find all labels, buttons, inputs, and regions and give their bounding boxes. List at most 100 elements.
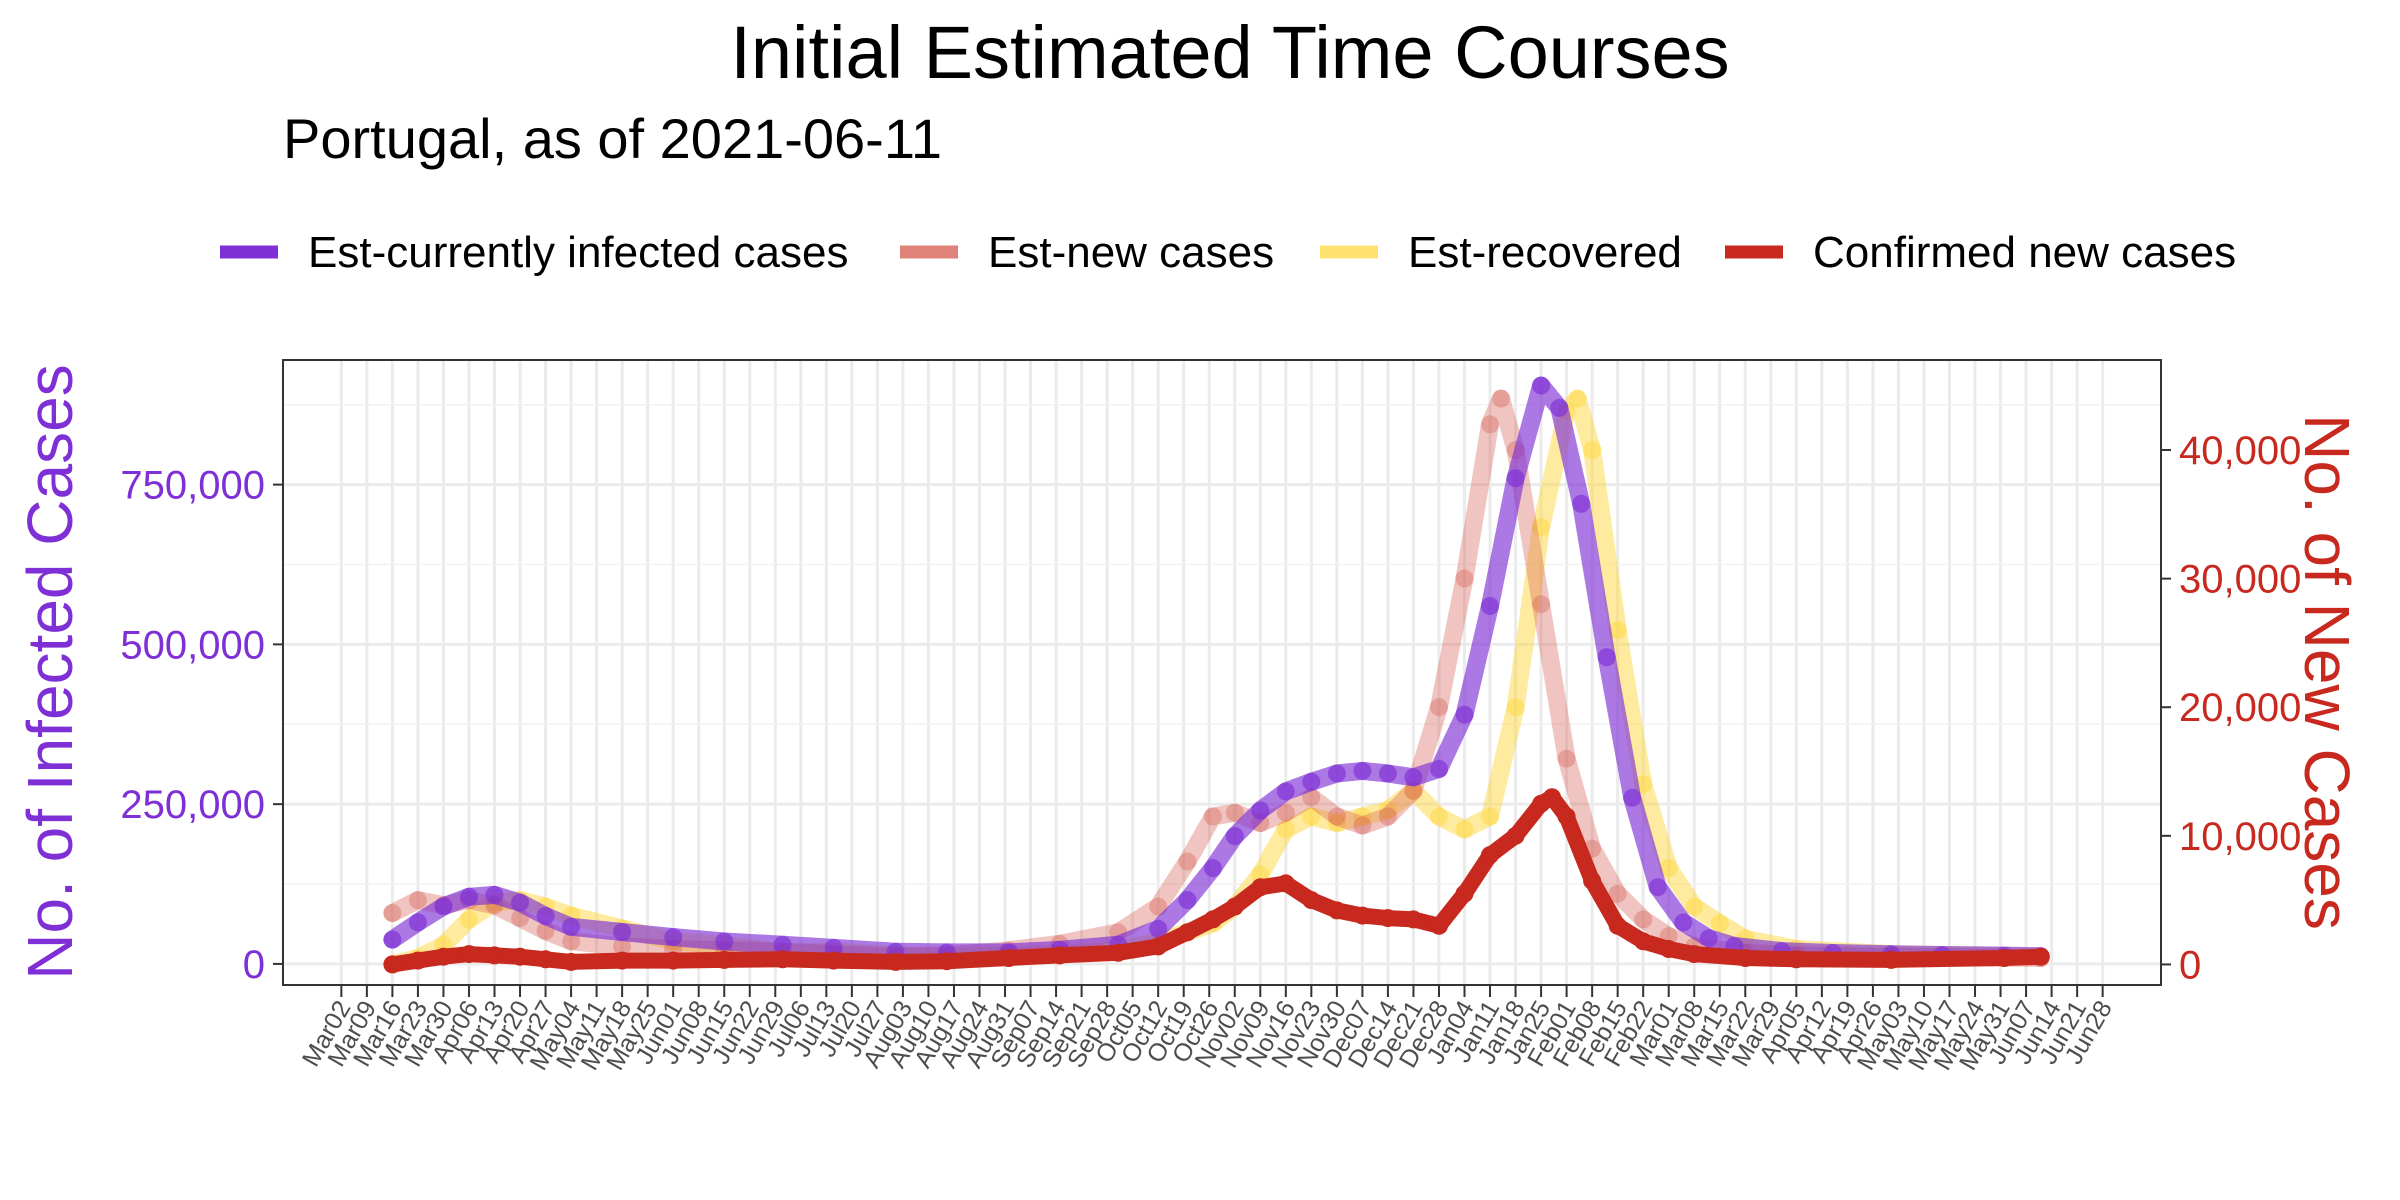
data-point xyxy=(1178,923,1197,942)
data-point xyxy=(1378,801,1397,820)
right-tick-label: 10,000 xyxy=(2179,815,2301,859)
data-point xyxy=(1608,884,1627,903)
data-point xyxy=(1302,772,1321,791)
data-point xyxy=(1149,897,1168,916)
legend: Est-currently infected cases Est-new case… xyxy=(220,228,2236,277)
data-point xyxy=(1506,826,1525,845)
series-layer xyxy=(383,376,2050,974)
data-point xyxy=(1404,781,1423,800)
data-point xyxy=(1430,760,1448,778)
data-point xyxy=(1149,919,1168,938)
series-line xyxy=(384,789,2049,973)
data-point xyxy=(1568,389,1587,408)
data-point xyxy=(383,955,402,974)
data-point xyxy=(1149,937,1168,956)
data-point xyxy=(1050,946,1069,965)
data-point xyxy=(1353,816,1372,835)
data-point xyxy=(1557,807,1576,826)
right-tick-label: 20,000 xyxy=(2179,686,2301,730)
data-point xyxy=(1685,945,1704,964)
data-point xyxy=(1455,705,1474,724)
data-point xyxy=(1608,916,1627,935)
data-point xyxy=(1251,801,1270,820)
data-point xyxy=(1634,910,1653,929)
data-point xyxy=(485,885,504,904)
data-point xyxy=(460,887,478,906)
data-point xyxy=(937,952,956,971)
data-point xyxy=(1659,940,1678,958)
data-point xyxy=(715,950,734,969)
legend-label: Est-new cases xyxy=(988,228,1274,277)
data-point xyxy=(824,938,843,957)
data-point xyxy=(2031,947,2050,966)
data-point xyxy=(1481,415,1499,434)
data-point xyxy=(1557,749,1576,768)
left-axis-title: No. of Infected Cases xyxy=(14,364,86,979)
legend-item: Est-currently infected cases xyxy=(220,228,848,277)
data-point xyxy=(1109,943,1128,962)
data-point xyxy=(1455,569,1474,588)
data-point xyxy=(1506,698,1525,717)
data-point xyxy=(1203,859,1222,878)
right-axis: 0 10,000 20,000 30,000 40,000 xyxy=(2161,429,2301,987)
data-point xyxy=(1327,814,1346,832)
data-point xyxy=(1353,807,1372,826)
data-point xyxy=(511,893,529,912)
data-point xyxy=(1251,878,1270,897)
data-point xyxy=(1455,820,1474,839)
series-est-currently-infected-cases xyxy=(383,376,2050,966)
data-point xyxy=(1492,389,1510,408)
data-point xyxy=(1203,910,1222,929)
data-point xyxy=(664,928,683,947)
left-tick-label: 750,000 xyxy=(120,464,265,508)
data-point xyxy=(1327,901,1346,920)
data-point xyxy=(1430,807,1448,826)
data-point xyxy=(1648,878,1667,897)
legend-item: Est-recovered xyxy=(1320,228,1682,277)
data-point xyxy=(1327,764,1346,783)
data-point xyxy=(434,947,453,966)
data-point xyxy=(1455,884,1474,903)
data-point xyxy=(1532,376,1551,395)
data-point xyxy=(1276,820,1295,839)
data-point xyxy=(1506,469,1525,488)
data-point xyxy=(1353,906,1372,925)
data-point xyxy=(1608,621,1627,640)
legend-item: Est-new cases xyxy=(900,228,1274,277)
data-point xyxy=(460,910,478,929)
data-point xyxy=(1276,782,1295,801)
data-point xyxy=(1225,803,1244,822)
data-point xyxy=(613,951,632,970)
data-point xyxy=(1225,897,1244,916)
data-point xyxy=(1634,932,1653,951)
right-tick-label: 40,000 xyxy=(2179,429,2301,473)
data-point xyxy=(1674,913,1693,932)
data-point xyxy=(1404,781,1423,800)
legend-label: Est-recovered xyxy=(1408,228,1682,277)
data-point xyxy=(1583,441,1602,459)
left-tick-label: 0 xyxy=(243,943,265,987)
data-point xyxy=(1659,859,1678,877)
data-point xyxy=(1203,807,1222,826)
data-point xyxy=(1404,768,1423,787)
data-point xyxy=(999,949,1018,967)
right-tick-label: 30,000 xyxy=(2179,558,2301,602)
data-point xyxy=(1532,518,1551,537)
data-point xyxy=(715,932,734,951)
data-point xyxy=(460,945,478,964)
data-point xyxy=(1481,846,1499,865)
data-point xyxy=(562,917,581,936)
data-point xyxy=(1882,950,1901,969)
right-tick-label: 0 xyxy=(2179,943,2201,987)
data-point xyxy=(383,904,402,922)
data-point xyxy=(1597,648,1616,667)
data-point xyxy=(1302,807,1321,826)
data-point xyxy=(1430,916,1448,935)
data-point xyxy=(1378,764,1397,783)
data-point xyxy=(485,946,504,965)
series-confirmed-new-cases xyxy=(383,788,2050,974)
data-point xyxy=(773,950,792,969)
legend-label: Confirmed new cases xyxy=(1813,228,2236,277)
